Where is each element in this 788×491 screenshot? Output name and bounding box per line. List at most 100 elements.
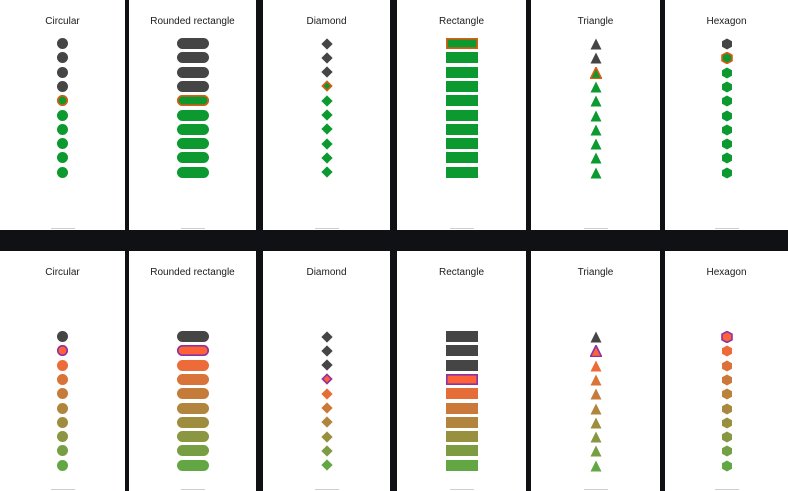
rect-indicator[interactable] — [445, 166, 478, 178]
circle-indicator[interactable] — [57, 416, 68, 428]
circle-indicator[interactable] — [57, 388, 68, 400]
diamond-indicator[interactable] — [320, 109, 333, 121]
diamond-indicator[interactable] — [320, 80, 333, 93]
rect-indicator[interactable] — [445, 138, 478, 150]
pill-indicator[interactable] — [176, 359, 209, 371]
hexagon-indicator[interactable] — [721, 38, 733, 50]
hexagon-indicator[interactable] — [721, 360, 733, 372]
triangle-indicator[interactable] — [590, 81, 602, 93]
rect-indicator[interactable] — [445, 38, 478, 49]
pill-indicator[interactable] — [176, 138, 209, 150]
triangle-indicator[interactable] — [590, 95, 602, 107]
hexagon-indicator[interactable] — [721, 431, 733, 443]
hexagon-indicator[interactable] — [721, 460, 733, 472]
circle-indicator[interactable] — [57, 109, 68, 121]
triangle-indicator[interactable] — [590, 152, 602, 164]
hexagon-indicator[interactable] — [721, 345, 733, 357]
triangle-indicator[interactable] — [590, 374, 602, 386]
circle-indicator[interactable] — [57, 152, 68, 164]
pill-indicator[interactable] — [176, 123, 209, 135]
triangle-indicator[interactable] — [590, 38, 602, 50]
diamond-indicator[interactable] — [320, 66, 333, 78]
diamond-indicator[interactable] — [320, 37, 333, 50]
triangle-indicator[interactable] — [590, 360, 602, 372]
diamond-indicator[interactable] — [320, 95, 333, 107]
hexagon-indicator[interactable] — [721, 417, 733, 429]
pill-indicator[interactable] — [176, 345, 209, 357]
rect-indicator[interactable] — [445, 359, 478, 371]
hexagon-indicator[interactable] — [721, 445, 733, 457]
pill-indicator[interactable] — [176, 80, 209, 92]
pill-indicator[interactable] — [176, 166, 209, 178]
triangle-indicator[interactable] — [590, 331, 602, 343]
hexagon-indicator[interactable] — [721, 138, 733, 150]
rect-indicator[interactable] — [445, 431, 478, 443]
triangle-indicator[interactable] — [589, 345, 602, 358]
hexagon-indicator[interactable] — [721, 388, 733, 400]
rect-indicator[interactable] — [445, 80, 478, 92]
circle-indicator[interactable] — [57, 373, 68, 385]
hexagon-indicator[interactable] — [721, 81, 733, 93]
circle-indicator[interactable] — [57, 431, 68, 443]
diamond-indicator[interactable] — [320, 166, 333, 178]
rect-indicator[interactable] — [445, 331, 478, 342]
rect-indicator[interactable] — [445, 445, 478, 457]
triangle-indicator[interactable] — [590, 52, 602, 64]
rect-indicator[interactable] — [445, 66, 478, 78]
hexagon-indicator[interactable] — [721, 403, 733, 415]
triangle-indicator[interactable] — [590, 124, 602, 136]
rect-indicator[interactable] — [445, 95, 478, 107]
pill-indicator[interactable] — [176, 331, 209, 342]
circle-indicator[interactable] — [57, 445, 68, 457]
rect-indicator[interactable] — [445, 109, 478, 121]
triangle-indicator[interactable] — [590, 445, 602, 457]
triangle-indicator[interactable] — [590, 110, 602, 122]
diamond-indicator[interactable] — [320, 416, 333, 428]
diamond-indicator[interactable] — [320, 459, 333, 471]
triangle-indicator[interactable] — [590, 460, 602, 472]
rect-indicator[interactable] — [445, 373, 478, 385]
pill-indicator[interactable] — [176, 431, 209, 443]
diamond-indicator[interactable] — [320, 52, 333, 64]
hexagon-indicator[interactable] — [721, 67, 733, 79]
hexagon-indicator[interactable] — [721, 167, 733, 179]
pill-indicator[interactable] — [176, 38, 209, 49]
diamond-indicator[interactable] — [320, 137, 333, 150]
rect-indicator[interactable] — [445, 123, 478, 135]
diamond-indicator[interactable] — [320, 445, 333, 457]
diamond-indicator[interactable] — [320, 345, 333, 357]
circle-indicator[interactable] — [57, 66, 68, 78]
triangle-indicator[interactable] — [590, 417, 602, 429]
rect-indicator[interactable] — [445, 345, 478, 357]
circle-indicator[interactable] — [57, 80, 68, 92]
pill-indicator[interactable] — [176, 109, 209, 121]
hexagon-indicator[interactable] — [720, 52, 733, 65]
pill-indicator[interactable] — [176, 152, 209, 164]
triangle-indicator[interactable] — [590, 388, 602, 400]
triangle-indicator[interactable] — [589, 66, 602, 79]
triangle-indicator[interactable] — [590, 138, 602, 150]
rect-indicator[interactable] — [445, 459, 478, 471]
circle-indicator[interactable] — [57, 38, 68, 49]
hexagon-indicator[interactable] — [721, 124, 733, 136]
pill-indicator[interactable] — [176, 416, 209, 428]
pill-indicator[interactable] — [176, 95, 209, 107]
triangle-indicator[interactable] — [590, 167, 602, 179]
pill-indicator[interactable] — [176, 388, 209, 400]
diamond-indicator[interactable] — [320, 430, 333, 443]
pill-indicator[interactable] — [176, 402, 209, 414]
diamond-indicator[interactable] — [320, 402, 333, 414]
circle-indicator[interactable] — [57, 166, 68, 178]
rect-indicator[interactable] — [445, 416, 478, 428]
pill-indicator[interactable] — [176, 66, 209, 78]
circle-indicator[interactable] — [57, 402, 68, 414]
hexagon-indicator[interactable] — [721, 374, 733, 386]
triangle-indicator[interactable] — [590, 431, 602, 443]
rect-indicator[interactable] — [445, 388, 478, 400]
diamond-indicator[interactable] — [320, 373, 333, 386]
rect-indicator[interactable] — [445, 402, 478, 414]
diamond-indicator[interactable] — [320, 388, 333, 400]
diamond-indicator[interactable] — [320, 359, 333, 371]
circle-indicator[interactable] — [57, 95, 68, 107]
pill-indicator[interactable] — [176, 373, 209, 385]
